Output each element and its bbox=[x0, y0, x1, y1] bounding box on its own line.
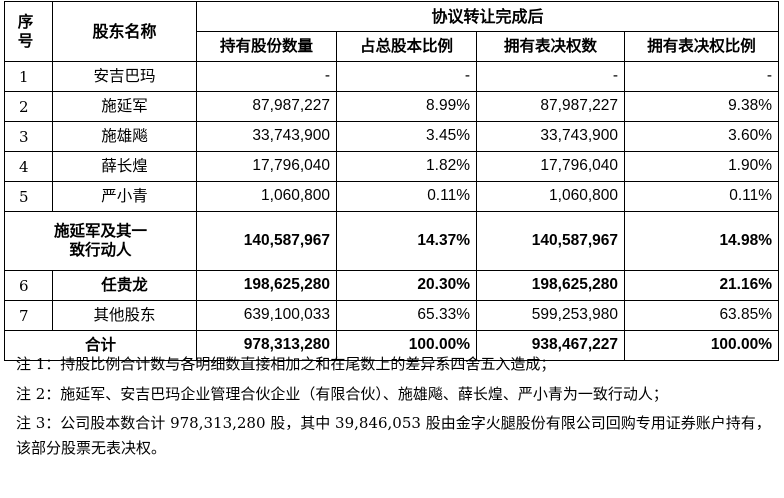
seq-header-label: 序号 bbox=[17, 12, 34, 50]
row-ratio: 65.33% bbox=[336, 300, 477, 331]
row-shares: - bbox=[196, 61, 337, 92]
total-ratio: 100.00% bbox=[336, 330, 477, 361]
row-shares: 33,743,900 bbox=[196, 121, 337, 152]
subtotal-ratio: 14.37% bbox=[336, 211, 477, 271]
row-shares: 639,100,033 bbox=[196, 300, 337, 331]
row-name: 施延军 bbox=[52, 91, 197, 122]
table-row: 2 施延军 87,987,227 8.99% 87,987,227 9.38% bbox=[4, 91, 780, 122]
row-shares: 1,060,800 bbox=[196, 181, 337, 212]
row-seq: 5 bbox=[4, 181, 53, 212]
subtotal-row: 施延军及其一致行动人 140,587,967 14.37% 140,587,96… bbox=[4, 211, 780, 271]
row-votes: 33,743,900 bbox=[476, 121, 625, 152]
total-row: 合计 978,313,280 100.00% 938,467,227 100.0… bbox=[4, 330, 780, 361]
row-vote-ratio: 1.90% bbox=[623, 151, 780, 182]
row-votes: 599,253,980 bbox=[476, 300, 625, 331]
table-row: 4 薛长煌 17,796,040 1.82% 17,796,040 1.90% bbox=[4, 151, 780, 182]
row-shares: 198,625,280 bbox=[196, 270, 337, 301]
row-ratio: 1.82% bbox=[336, 151, 477, 182]
row-seq: 1 bbox=[4, 61, 53, 92]
total-vote-ratio: 100.00% bbox=[623, 330, 780, 361]
row-vote-ratio: 3.60% bbox=[623, 121, 780, 152]
table-row: 7 其他股东 639,100,033 65.33% 599,253,980 63… bbox=[4, 300, 780, 331]
footnote-3: 注 3：公司股本数合计 978,313,280 股，其中 39,846,053 … bbox=[16, 414, 771, 457]
row-votes: - bbox=[476, 61, 625, 92]
total-votes: 938,467,227 bbox=[476, 330, 625, 361]
row-vote-ratio: - bbox=[623, 61, 780, 92]
row-ratio: - bbox=[336, 61, 477, 92]
row-votes: 198,625,280 bbox=[476, 270, 625, 301]
table-row: 5 严小青 1,060,800 0.11% 1,060,800 0.11% bbox=[4, 181, 780, 212]
seq-header: 序号 bbox=[4, 1, 53, 62]
row-votes: 17,796,040 bbox=[476, 151, 625, 182]
header-row-2: 持有股份数量 占总股本比例 拥有表决权数 拥有表决权比例 bbox=[5, 31, 780, 62]
footnote-2: 注 2：施延军、安吉巴玛企业管理合伙企业（有限合伙）、施雄飚、薛长煌、严小青为一… bbox=[16, 384, 668, 403]
name-header: 股东名称 bbox=[52, 1, 197, 62]
col-votes-header: 拥有表决权数 bbox=[476, 31, 625, 62]
subtotal-name: 施延军及其一致行动人 bbox=[4, 211, 197, 271]
footnotes: 注 1：持股比例合计数与各明细数直接相加之和在尾数上的差异系四舍五入造成； 注 … bbox=[6, 352, 776, 465]
row-seq: 3 bbox=[4, 121, 53, 152]
row-name: 任贵龙 bbox=[52, 270, 197, 301]
subtotal-votes: 140,587,967 bbox=[476, 211, 625, 271]
row-ratio: 3.45% bbox=[336, 121, 477, 152]
row-name: 薛长煌 bbox=[52, 151, 197, 182]
row-seq: 4 bbox=[4, 151, 53, 182]
row-ratio: 0.11% bbox=[336, 181, 477, 212]
col-ratio-header: 占总股本比例 bbox=[336, 31, 477, 62]
row-seq: 7 bbox=[4, 300, 53, 331]
row-seq: 6 bbox=[4, 270, 53, 301]
row-shares: 17,796,040 bbox=[196, 151, 337, 182]
row-ratio: 8.99% bbox=[336, 91, 477, 122]
col-vote-ratio-header: 拥有表决权比例 bbox=[623, 31, 780, 62]
subtotal-vote-ratio: 14.98% bbox=[623, 211, 780, 271]
row-votes: 87,987,227 bbox=[476, 91, 625, 122]
row-ratio: 20.30% bbox=[336, 270, 477, 301]
table-row: 6 任贵龙 198,625,280 20.30% 198,625,280 21.… bbox=[4, 270, 780, 301]
row-vote-ratio: 0.11% bbox=[623, 181, 780, 212]
row-name: 严小青 bbox=[52, 181, 197, 212]
group-header: 协议转让完成后 bbox=[195, 1, 780, 32]
col-shares-header: 持有股份数量 bbox=[196, 31, 337, 62]
row-vote-ratio: 9.38% bbox=[623, 91, 780, 122]
row-shares: 87,987,227 bbox=[196, 91, 337, 122]
shareholding-table: 序号 股东名称 协议转让完成后 持有股份数量 占总股本比例 拥有表决权数 拥有表… bbox=[4, 1, 780, 361]
row-vote-ratio: 21.16% bbox=[623, 270, 780, 301]
row-name: 安吉巴玛 bbox=[52, 61, 197, 92]
header-row-1: 序号 股东名称 协议转让完成后 bbox=[4, 1, 780, 62]
row-votes: 1,060,800 bbox=[476, 181, 625, 212]
row-name: 施雄飚 bbox=[52, 121, 197, 152]
row-vote-ratio: 63.85% bbox=[623, 300, 780, 331]
footnote-1: 注 1：持股比例合计数与各明细数直接相加之和在尾数上的差异系四舍五入造成； bbox=[16, 355, 556, 373]
table-row: 1 安吉巴玛 - - - - bbox=[4, 61, 780, 92]
row-name: 其他股东 bbox=[52, 300, 197, 331]
subtotal-shares: 140,587,967 bbox=[196, 211, 337, 271]
table-row: 3 施雄飚 33,743,900 3.45% 33,743,900 3.60% bbox=[4, 121, 780, 152]
row-seq: 2 bbox=[4, 91, 53, 122]
